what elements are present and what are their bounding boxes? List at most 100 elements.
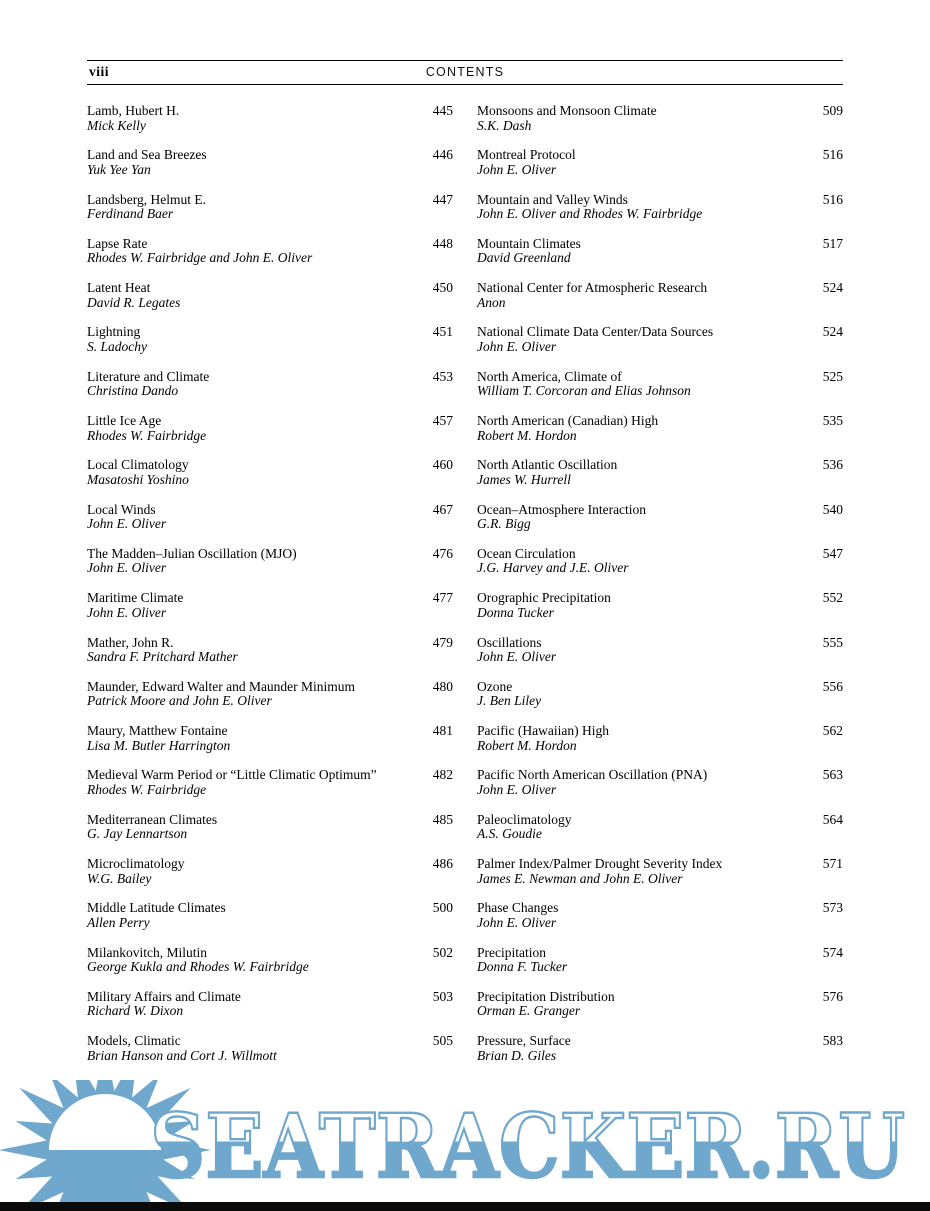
entry-author: A.S. Goudie: [477, 826, 542, 842]
entry-author: S.K. Dash: [477, 117, 532, 133]
entry-page-number: 524: [822, 280, 843, 296]
entry-title: Monsoons and Monsoon Climate: [477, 103, 657, 118]
entry-author: Mick Kelly: [87, 117, 146, 133]
entry-author: J. Ben Liley: [477, 693, 542, 709]
entry-page-number: 485: [432, 811, 453, 827]
entry-author: John E. Oliver: [87, 604, 167, 620]
entry-title: The Madden–Julian Oscillation (MJO): [87, 545, 297, 561]
entry-author: W.G. Bailey: [87, 870, 152, 886]
toc-entry: Models, Climatic Brian Hanson and Cort J…: [87, 1034, 453, 1078]
entry-page-number: 481: [432, 723, 453, 739]
toc-entry: Paleoclimatology A.S. Goudie 564: [477, 811, 843, 857]
toc-entry: Little Ice Age Rhodes W. Fairbridge 457: [87, 414, 453, 458]
entry-author: John E. Oliver: [87, 560, 167, 576]
bottom-scan-bar: [0, 1202, 930, 1211]
entry-title: Lightning: [87, 324, 141, 340]
entry-page-number: 517: [822, 235, 843, 251]
entry-title: Precipitation: [477, 944, 546, 960]
entry-author: John E. Oliver: [477, 781, 557, 797]
entry-author: John E. Oliver: [477, 161, 557, 177]
toc-entry: North American (Canadian) High Robert M.…: [477, 414, 843, 458]
entry-author: David Greenland: [477, 250, 571, 266]
toc-entry: Landsberg, Helmut E. Ferdinand Baer 447: [87, 191, 453, 237]
toc-entry: Phase Changes John E. Oliver 573: [477, 901, 843, 945]
entry-page-number: 573: [822, 900, 843, 916]
entry-page-number: 524: [822, 324, 843, 340]
entry-title: Maury, Matthew Fontaine: [87, 723, 228, 739]
toc-entry: Latent Heat David R. Legates 450: [87, 281, 453, 325]
entry-page-number: 571: [822, 856, 843, 872]
toc-entry: Maritime Climate John E. Oliver 477: [87, 591, 453, 635]
entry-title: Pressure, Surface: [477, 1033, 571, 1049]
entry-page-number: 482: [432, 767, 453, 783]
toc-entry: Precipitation Distribution Orman E. Gran…: [477, 988, 843, 1034]
entry-page-number: 480: [432, 678, 453, 694]
contents-right-column: Monsoons and Monsoon Climate S.K. Dash 5…: [477, 103, 843, 1079]
toc-entry: Land and Sea Breezes Yuk Yee Yan 446: [87, 148, 453, 192]
entry-author: William T. Corcoran and Elias Johnson: [477, 383, 691, 399]
entry-title: North America, Climate of: [477, 368, 622, 384]
toc-entry: Maunder, Edward Walter and Maunder Minim…: [87, 678, 453, 724]
entry-author: John E. Oliver: [87, 516, 167, 532]
entry-author: James W. Hurrell: [477, 471, 571, 487]
entry-page-number: 445: [432, 103, 453, 118]
toc-entry: Ocean Circulation J.G. Harvey and J.E. O…: [477, 546, 843, 591]
entry-author: David R. Legates: [87, 294, 181, 310]
toc-entry: Mountain Climates David Greenland 517: [477, 235, 843, 281]
entry-author: John E. Oliver and Rhodes W. Fairbridge: [477, 206, 703, 222]
entry-page-number: 457: [432, 413, 453, 429]
toc-entry: Ozone J. Ben Liley 556: [477, 678, 843, 724]
entry-author: Allen Perry: [87, 914, 150, 930]
entry-title: Pacific (Hawaiian) High: [477, 723, 609, 739]
toc-entry: Medieval Warm Period or “Little Climatic…: [87, 768, 453, 812]
toc-entry: Microclimatology W.G. Bailey 486: [87, 857, 453, 901]
entry-title: Microclimatology: [87, 856, 185, 872]
entry-author: Donna F. Tucker: [477, 959, 568, 975]
entry-page-number: 576: [822, 988, 843, 1004]
entry-title: Mediterranean Climates: [87, 811, 218, 827]
entry-title: Literature and Climate: [87, 368, 210, 384]
toc-entry: North Atlantic Oscillation James W. Hurr…: [477, 458, 843, 502]
entry-title: National Center for Atmospheric Research: [477, 280, 708, 296]
watermark-text: SEATRACKER.RU: [150, 1094, 905, 1198]
toc-entry: Pressure, Surface Brian D. Giles 583: [477, 1034, 843, 1078]
toc-entry: Military Affairs and Climate Richard W. …: [87, 988, 453, 1034]
entry-title: Medieval Warm Period or “Little Climatic…: [87, 767, 377, 783]
toc-entry: Oscillations John E. Oliver 555: [477, 635, 843, 680]
entry-title: Middle Latitude Climates: [87, 900, 226, 916]
entry-page-number: 503: [432, 988, 453, 1004]
toc-entry: Lamb, Hubert H. Mick Kelly 445: [87, 103, 453, 148]
entry-page-number: 479: [432, 634, 453, 650]
entry-title: Ozone: [477, 678, 513, 694]
entry-author: Brian D. Giles: [477, 1047, 557, 1063]
entry-title: Paleoclimatology: [477, 811, 572, 827]
entry-author: Rhodes W. Fairbridge and John E. Oliver: [87, 250, 313, 266]
entry-page-number: 516: [822, 147, 843, 163]
entry-author: George Kukla and Rhodes W. Fairbridge: [87, 959, 309, 975]
toc-entry: Orographic Precipitation Donna Tucker 55…: [477, 591, 843, 635]
entry-title: Military Affairs and Climate: [87, 988, 241, 1004]
entry-title: Mather, John R.: [87, 634, 174, 650]
entry-author: John E. Oliver: [477, 649, 557, 665]
toc-entry: Pacific (Hawaiian) High Robert M. Hordon…: [477, 724, 843, 768]
toc-entry: Lapse Rate Rhodes W. Fairbridge and John…: [87, 236, 453, 281]
entry-title: Mountain and Valley Winds: [477, 191, 628, 207]
entry-title: Landsberg, Helmut E.: [87, 191, 206, 207]
toc-entry: Mountain and Valley Winds John E. Oliver…: [477, 191, 843, 237]
entry-page-number: 556: [822, 678, 843, 694]
entry-page-number: 564: [822, 811, 843, 827]
entry-author: Christina Dando: [87, 383, 179, 399]
entry-author: Yuk Yee Yan: [87, 161, 151, 177]
entry-page-number: 562: [822, 723, 843, 739]
entry-page-number: 502: [432, 944, 453, 960]
entry-author: J.G. Harvey and J.E. Oliver: [477, 560, 629, 576]
entry-author: Robert M. Hordon: [477, 737, 577, 753]
entry-page-number: 525: [822, 368, 843, 384]
entry-title: North Atlantic Oscillation: [477, 457, 618, 473]
entry-title: Mountain Climates: [477, 235, 581, 251]
entry-author: Masatoshi Yoshino: [87, 471, 189, 487]
toc-entry: Maury, Matthew Fontaine Lisa M. Butler H…: [87, 724, 453, 768]
entry-title: Local Climatology: [87, 457, 189, 473]
entry-page-number: 486: [432, 856, 453, 872]
entry-author: Orman E. Granger: [477, 1003, 581, 1019]
